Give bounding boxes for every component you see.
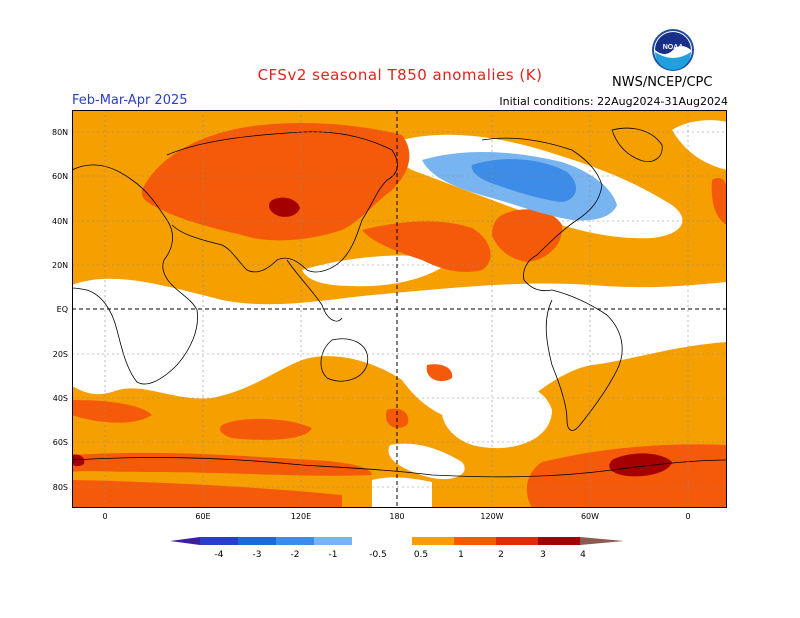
coastlines (72, 127, 727, 478)
anomaly-map (72, 110, 727, 508)
colorbar-tick: -3 (253, 550, 262, 560)
lat-label: EQ (56, 305, 68, 314)
lon-label: 0 (685, 512, 691, 521)
lat-label: 80S (52, 483, 68, 492)
moderate-warm-regions (72, 123, 727, 508)
lat-label: 80N (52, 128, 69, 137)
chart-title: CFSv2 seasonal T850 anomalies (K) (257, 66, 543, 84)
svg-text:NOAA: NOAA (663, 44, 684, 51)
lat-label: 20N (52, 261, 69, 270)
lon-label: 0 (102, 512, 108, 521)
colorbar-tick: 2 (498, 550, 504, 560)
colorbar-tick: -1 (329, 550, 338, 560)
lon-label: 120W (480, 512, 504, 521)
colorbar-bin (238, 537, 276, 545)
lon-label: 60W (580, 512, 600, 521)
colorbar-tick: 3 (540, 550, 546, 560)
colorbar-bin (200, 537, 238, 545)
lon-label: 120E (290, 512, 312, 521)
colorbar-bin (276, 537, 314, 545)
colorbar-bin (314, 537, 352, 545)
colorbar-tick: 4 (580, 550, 586, 560)
strong-warm-regions (72, 197, 672, 477)
lat-label: 40S (52, 394, 68, 403)
colorbar-tick: -2 (291, 550, 300, 560)
colorbar-tick: -4 (215, 550, 224, 560)
colorbar: -4 -3 -2 -1 -0.5 0.5 1 2 3 4 (170, 537, 624, 560)
colorbar-bin (454, 537, 496, 545)
colorbar-bin (496, 537, 538, 545)
colorbar-bin (352, 537, 412, 545)
initial-conditions-label: Initial conditions: 22Aug2024-31Aug2024 (499, 95, 728, 108)
colorbar-arrow-low (170, 537, 200, 545)
gridlines (72, 110, 727, 508)
colorbar-tick: 1 (458, 550, 464, 560)
season-label: Feb-Mar-Apr 2025 (72, 93, 188, 108)
colorbar-bin (538, 537, 580, 545)
lat-label: 20S (52, 350, 68, 359)
map-frame (72, 110, 727, 508)
lat-label: 60S (52, 438, 68, 447)
colorbar-bin (412, 537, 454, 545)
cold-regions (422, 151, 617, 221)
lon-label: 180 (389, 512, 405, 521)
colorbar-tick: -0.5 (369, 550, 387, 560)
colorbar-tick: 0.5 (414, 550, 428, 560)
colorbar-arrow-high (580, 537, 624, 545)
noaa-logo: NOAA (652, 29, 694, 71)
lat-label: 40N (52, 217, 69, 226)
lon-label: 60E (195, 512, 211, 521)
organization-label: NWS/NCEP/CPC (612, 75, 713, 90)
lat-label: 60N (52, 172, 69, 181)
